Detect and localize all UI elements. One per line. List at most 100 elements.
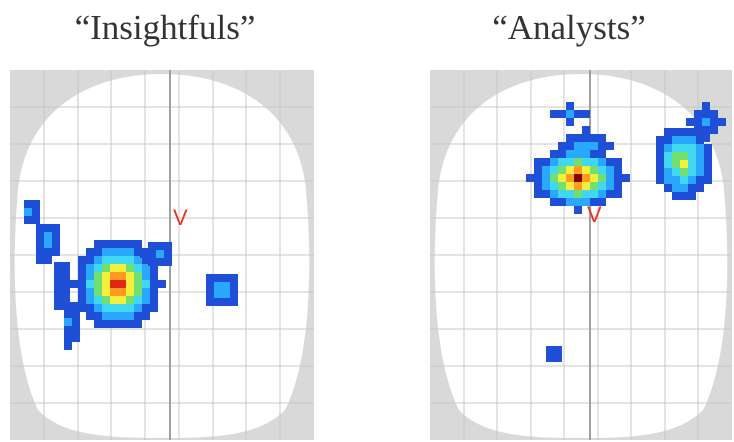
anterior-left-cluster-voxel	[574, 150, 582, 158]
left-temporal-cluster-voxel	[102, 280, 110, 288]
anterior-left-cluster-voxel	[558, 182, 566, 190]
anterior-right-cluster-voxel	[680, 136, 688, 144]
left-temporal-cluster-voxel	[164, 242, 172, 250]
left-temporal-cluster-voxel	[110, 312, 118, 320]
anterior-left-cluster-voxel	[534, 166, 542, 174]
anterior-left-cluster-voxel	[558, 150, 566, 158]
anterior-left-cluster-voxel	[614, 182, 622, 190]
anterior-left-cluster-voxel	[590, 182, 598, 190]
anterior-right-cluster-voxel	[680, 192, 688, 200]
left-frontal-strip-voxel	[52, 248, 60, 256]
left-frontal-strip-voxel	[72, 318, 80, 326]
left-frontal-strip-voxel	[36, 240, 44, 248]
left-frontal-strip-voxel	[44, 248, 52, 256]
anterior-left-cluster-voxel	[566, 182, 574, 190]
left-temporal-cluster-voxel	[94, 248, 102, 256]
anterior-right-cluster-voxel	[696, 184, 704, 192]
left-frontal-strip-voxel	[64, 318, 72, 326]
left-temporal-cluster-voxel	[78, 280, 86, 288]
anterior-left-cluster-voxel	[550, 166, 558, 174]
left-temporal-cluster-voxel	[86, 288, 94, 296]
left-temporal-cluster-voxel	[110, 320, 118, 328]
anterior-left-cluster-voxel	[598, 174, 606, 182]
anterior-left-cluster-voxel	[590, 190, 598, 198]
left-frontal-strip-voxel	[72, 310, 80, 318]
left-temporal-cluster-voxel	[134, 320, 142, 328]
left-temporal-cluster-voxel	[142, 296, 150, 304]
anterior-right-cluster-voxel	[694, 118, 702, 126]
left-frontal-strip-voxel	[72, 302, 80, 310]
left-frontal-strip-voxel	[44, 256, 52, 264]
left-temporal-cluster-voxel	[126, 280, 134, 288]
anterior-left-cluster-voxel	[566, 158, 574, 166]
anterior-left-cluster-voxel	[558, 174, 566, 182]
anterior-right-cluster-voxel	[656, 168, 664, 176]
left-frontal-strip-voxel	[36, 232, 44, 240]
anterior-left-cluster-voxel	[582, 198, 590, 206]
left-frontal-strip-voxel	[44, 240, 52, 248]
left-temporal-cluster-voxel	[94, 280, 102, 288]
left-temporal-cluster-voxel	[118, 256, 126, 264]
anterior-left-cluster-voxel	[582, 182, 590, 190]
left-temporal-cluster-voxel	[126, 320, 134, 328]
anterior-right-cluster-voxel	[688, 184, 696, 192]
left-temporal-cluster-voxel	[86, 296, 94, 304]
anterior-left-cluster-voxel	[550, 198, 558, 206]
anterior-left-cluster-voxel	[566, 134, 574, 142]
anterior-right-cluster-voxel	[672, 152, 680, 160]
anterior-left-cluster-voxel	[574, 174, 582, 182]
left-temporal-cluster-voxel	[110, 280, 118, 288]
anterior-right-cluster-voxel	[664, 168, 672, 176]
anterior-right-cluster-voxel	[664, 184, 672, 192]
left-temporal-cluster-voxel	[78, 288, 86, 296]
anterior-left-cluster-voxel	[534, 190, 542, 198]
left-frontal-strip-voxel	[64, 342, 72, 350]
anterior-right-cluster-voxel	[704, 168, 712, 176]
anterior-left-cluster-voxel	[574, 134, 582, 142]
anterior-right-cluster-voxel	[664, 160, 672, 168]
left-frontal-strip-voxel	[52, 240, 60, 248]
left-temporal-cluster-voxel	[156, 242, 164, 250]
posterior-small-cluster-voxel	[554, 346, 562, 354]
anterior-left-cluster-voxel	[582, 190, 590, 198]
left-temporal-cluster-voxel	[102, 296, 110, 304]
anterior-left-cluster-voxel	[550, 190, 558, 198]
left-temporal-cluster-voxel	[102, 264, 110, 272]
anterior-right-cluster-voxel	[672, 176, 680, 184]
anterior-right-cluster-voxel	[696, 144, 704, 152]
anterior-left-cluster-voxel	[590, 150, 598, 158]
anterior-left-cluster-voxel	[598, 182, 606, 190]
anterior-left-cluster-voxel	[582, 166, 590, 174]
anterior-left-cluster-voxel	[606, 190, 614, 198]
left-temporal-cluster-voxel	[94, 256, 102, 264]
right-small-cluster-voxel	[214, 282, 222, 290]
anterior-right-cluster-voxel	[696, 152, 704, 160]
anterior-left-cluster-voxel	[590, 142, 598, 150]
left-temporal-cluster-voxel	[70, 280, 78, 288]
brain-scan-insightfuls-svg: V	[10, 70, 314, 440]
anterior-right-cluster-voxel	[664, 152, 672, 160]
left-temporal-cluster-voxel	[142, 264, 150, 272]
title-insightfuls: “Insightfuls”	[74, 8, 256, 47]
right-small-cluster-voxel	[214, 298, 222, 306]
anterior-right-cluster-voxel	[656, 144, 664, 152]
left-temporal-cluster-voxel	[78, 256, 86, 264]
left-frontal-strip-voxel	[24, 208, 32, 216]
left-temporal-cluster-voxel	[102, 288, 110, 296]
anterior-right-cluster-voxel	[672, 144, 680, 152]
left-temporal-cluster-voxel	[118, 296, 126, 304]
left-frontal-strip-voxel	[54, 286, 62, 294]
anterior-left-cluster-voxel	[558, 190, 566, 198]
anterior-right-cluster-voxel	[656, 152, 664, 160]
right-small-cluster-voxel	[230, 290, 238, 298]
anterior-left-cluster-voxel	[574, 190, 582, 198]
anterior-right-cluster-voxel	[694, 126, 702, 134]
left-temporal-cluster-voxel	[110, 240, 118, 248]
left-frontal-strip-voxel	[24, 216, 32, 224]
left-temporal-cluster-voxel	[110, 264, 118, 272]
left-temporal-cluster-voxel	[142, 256, 150, 264]
anterior-left-cluster-voxel	[598, 166, 606, 174]
left-temporal-cluster-voxel	[126, 296, 134, 304]
left-frontal-strip-voxel	[54, 270, 62, 278]
left-temporal-cluster-voxel	[150, 272, 158, 280]
